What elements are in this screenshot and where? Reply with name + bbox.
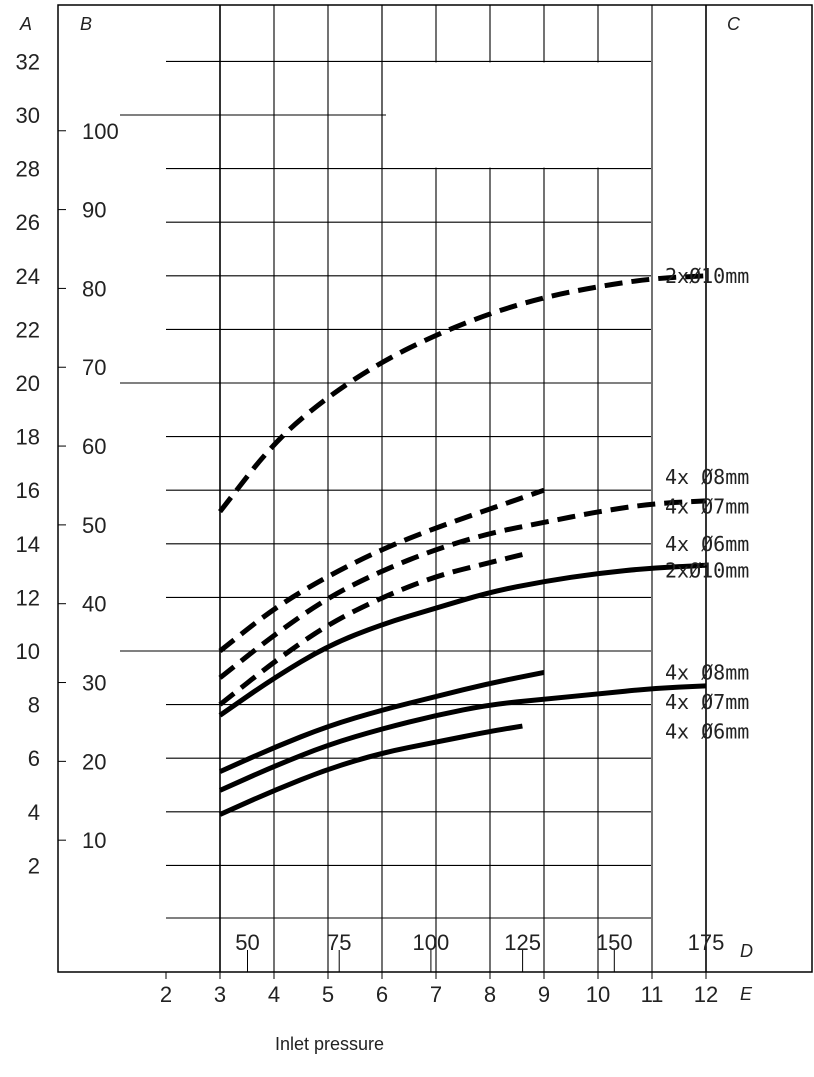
- series-line-5: [218, 562, 707, 718]
- tick-label-a: 28: [16, 157, 40, 182]
- tick-label-e: 7: [430, 982, 442, 1007]
- tick-label-a: 8: [28, 693, 40, 718]
- tick-label-e: 11: [641, 982, 664, 1007]
- tick-label-a: 10: [16, 639, 40, 664]
- tick-label-b: 20: [82, 749, 106, 774]
- legend-label-4: 4x Ø6mm: [665, 532, 749, 556]
- tick-label-e: 8: [484, 982, 496, 1007]
- tick-label-e: 2: [160, 982, 172, 1007]
- legend-label-6: 4x Ø8mm: [665, 660, 749, 684]
- tick-label-e: 5: [322, 982, 334, 1007]
- x-axis-title: Inlet pressure: [275, 1034, 384, 1054]
- tick-label-a: 14: [16, 532, 40, 557]
- tick-label-d: 50: [235, 930, 259, 955]
- labels-group: 2xØ10mm 4x Ø8mm 4x Ø7mm 4x Ø6mm 2xØ10mm 4x Ø8…: [665, 264, 749, 744]
- tick-label-e: 10: [586, 982, 610, 1007]
- tick-label-e: 4: [268, 982, 280, 1007]
- series-group: [218, 273, 707, 817]
- tick-label-e: 6: [376, 982, 388, 1007]
- tick-label-d: 75: [327, 930, 351, 955]
- tick-label-b: 80: [82, 276, 106, 301]
- tick-label-b: 90: [82, 198, 106, 223]
- series-line-6: [218, 669, 545, 774]
- tick-label-b: 70: [82, 355, 106, 380]
- tick-label-a: 26: [16, 210, 40, 235]
- blank-region: [386, 62, 650, 168]
- tick-label-a: 12: [16, 585, 40, 610]
- corner-label-e: E: [740, 984, 753, 1004]
- tick-label-d: 125: [504, 930, 541, 955]
- tick-label-b: 40: [82, 592, 106, 617]
- legend-label-5: 2xØ10mm: [665, 559, 749, 583]
- tick-label-b: 60: [82, 434, 106, 459]
- series-line-7: [218, 683, 707, 793]
- series-line-2: [218, 487, 545, 653]
- tick-label-e: 9: [538, 982, 550, 1007]
- tick-label-b: 50: [82, 513, 106, 538]
- grid: [120, 5, 707, 972]
- tick-label-d: 100: [413, 930, 450, 955]
- series-line-3: [218, 498, 707, 680]
- tick-label-a: 4: [28, 800, 40, 825]
- ticks-group: 2468101214161820222426283032102030405060…: [16, 49, 725, 1007]
- legend-label-1: 2xØ10mm: [665, 264, 749, 288]
- tick-label-a: 6: [28, 746, 40, 771]
- frame: [57, 4, 813, 973]
- tick-label-a: 22: [16, 317, 40, 342]
- legend-label-2: 4x Ø8mm: [665, 465, 749, 489]
- corner-label-d: D: [740, 941, 753, 961]
- tick-label-e: 12: [694, 982, 718, 1007]
- chart-frame: [57, 4, 813, 973]
- series-line-8: [218, 723, 523, 817]
- corner-label-c: C: [727, 14, 741, 34]
- series-line-1: [218, 273, 707, 514]
- tick-label-b: 100: [82, 119, 119, 144]
- tick-label-d: 175: [688, 930, 725, 955]
- corner-label-a: A: [19, 14, 32, 34]
- tick-label-b: 10: [82, 828, 106, 853]
- tick-label-d: 150: [596, 930, 633, 955]
- tick-label-a: 20: [16, 371, 40, 396]
- legend-label-8: 4x Ø6mm: [665, 719, 749, 743]
- tick-label-a: 18: [16, 425, 40, 450]
- legend-label-3: 4x Ø7mm: [665, 494, 749, 518]
- tick-label-e: 3: [214, 982, 226, 1007]
- tick-label-a: 32: [16, 49, 40, 74]
- corner-label-b: B: [80, 14, 92, 34]
- legend-label-7: 4x Ø7mm: [665, 690, 749, 714]
- tick-label-a: 2: [28, 853, 40, 878]
- tick-label-a: 30: [16, 103, 40, 128]
- tick-label-a: 24: [16, 264, 40, 289]
- tick-label-b: 30: [82, 671, 106, 696]
- tick-label-a: 16: [16, 478, 40, 503]
- series-line-4: [218, 552, 524, 707]
